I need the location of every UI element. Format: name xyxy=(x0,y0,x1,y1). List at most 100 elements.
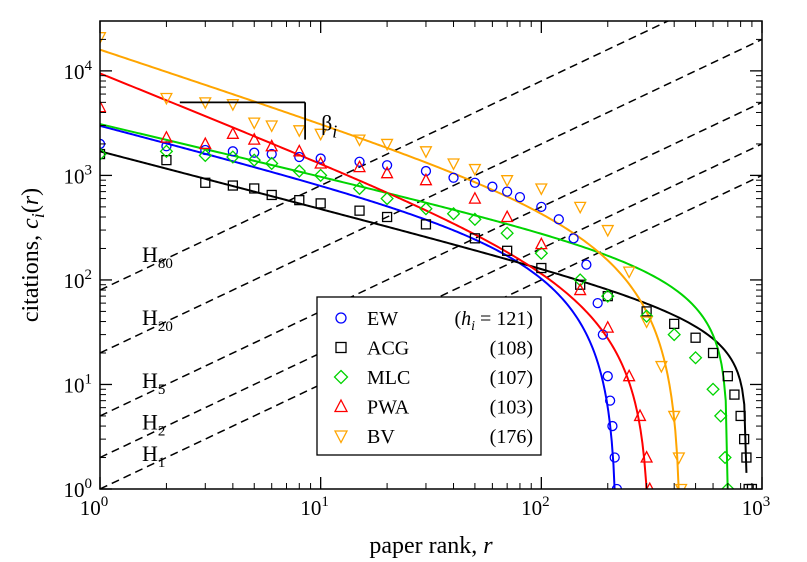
series-pwa xyxy=(100,99,654,489)
point-acg xyxy=(722,371,733,382)
series-acg xyxy=(100,148,758,489)
point-acg xyxy=(294,194,305,206)
y-tick-label: 101 xyxy=(64,371,93,397)
legend-h-mlc: (107) xyxy=(490,367,533,389)
fit-curve-pwa xyxy=(100,72,648,489)
point-pwa xyxy=(198,136,212,150)
point-ew xyxy=(568,233,579,244)
point-pwa xyxy=(265,139,279,152)
y-tick-label: 100 xyxy=(64,476,93,502)
point-ew xyxy=(611,483,623,489)
legend-marker-pwa xyxy=(333,398,349,413)
point-mlc xyxy=(688,351,703,365)
point-pwa xyxy=(353,159,366,173)
point-bv xyxy=(314,128,328,142)
legend-marker-ew xyxy=(335,312,347,324)
point-pwa xyxy=(100,99,107,113)
point-mlc xyxy=(198,148,213,163)
point-ew xyxy=(227,146,239,157)
point-acg xyxy=(100,148,106,160)
point-mlc xyxy=(706,382,720,397)
h-line-label: H1 xyxy=(142,441,165,471)
point-ew xyxy=(294,151,305,163)
point-acg xyxy=(729,389,740,400)
point-pwa xyxy=(292,144,306,157)
point-ew xyxy=(592,297,603,309)
legend-h-pwa: (103) xyxy=(490,397,533,419)
point-mlc xyxy=(247,153,262,167)
point-ew xyxy=(553,214,564,225)
legend: EW (hi = 121) ACG (108) MLC (107) PWA (103) BV (1… xyxy=(316,296,542,456)
point-acg xyxy=(315,198,326,209)
point-mlc xyxy=(100,147,107,161)
point-pwa xyxy=(573,282,587,296)
legend-h-acg: (108) xyxy=(490,338,533,360)
point-bv xyxy=(622,266,636,279)
point-mlc xyxy=(292,164,307,178)
point-acg xyxy=(602,290,613,302)
point-acg xyxy=(161,154,172,166)
point-bv xyxy=(226,99,240,112)
h-index-line xyxy=(100,21,670,291)
point-bv xyxy=(573,201,587,215)
y-tick-label: 103 xyxy=(64,162,93,188)
point-mlc xyxy=(718,450,732,465)
point-bv xyxy=(419,146,433,159)
point-bv xyxy=(247,117,261,130)
point-bv xyxy=(667,410,681,424)
point-bv xyxy=(159,92,173,106)
point-mlc xyxy=(159,144,174,159)
point-pwa xyxy=(247,132,261,145)
h-line-label: H5 xyxy=(142,368,165,398)
y-tick-label: 104 xyxy=(64,58,93,84)
point-mlc xyxy=(600,289,615,303)
point-acg xyxy=(690,332,701,343)
point-bv xyxy=(468,163,482,177)
point-acg xyxy=(641,306,652,317)
point-ew xyxy=(448,172,459,183)
legend-label-pwa: PWA xyxy=(367,397,410,419)
beta-label: βi xyxy=(321,110,337,141)
point-ew xyxy=(469,177,481,188)
point-pwa xyxy=(640,450,654,463)
legend-marker-bv xyxy=(333,430,349,444)
point-mlc xyxy=(226,150,240,164)
x-tick-label: 100 xyxy=(80,494,109,520)
point-mlc xyxy=(639,309,654,323)
series-ew xyxy=(100,138,623,489)
x-axis-title: paper rank, r xyxy=(369,533,493,559)
point-pwa xyxy=(468,191,482,204)
point-mlc xyxy=(352,181,367,196)
point-pwa xyxy=(601,320,615,333)
plot-frame xyxy=(99,20,763,490)
fit-curve-ew xyxy=(100,124,616,489)
point-acg xyxy=(502,245,513,256)
y-axis-title: citations, ci(r) xyxy=(18,188,48,322)
series-mlc xyxy=(100,144,735,489)
annotations: βi xyxy=(179,101,337,141)
point-ew xyxy=(609,452,620,463)
point-bv xyxy=(292,125,306,138)
point-bv xyxy=(640,316,654,329)
point-bv xyxy=(674,483,688,489)
point-ew xyxy=(381,160,393,171)
point-acg xyxy=(420,219,432,230)
point-acg xyxy=(227,180,239,191)
point-acg xyxy=(738,433,750,445)
point-ew xyxy=(487,181,498,192)
point-pwa xyxy=(380,165,394,179)
point-acg xyxy=(735,410,746,422)
point-ew xyxy=(536,201,547,213)
point-acg xyxy=(575,279,586,290)
x-tick-label: 101 xyxy=(300,494,329,520)
point-bv xyxy=(654,360,668,374)
point-acg xyxy=(707,347,719,359)
point-ew xyxy=(514,191,526,203)
x-tick-label: 103 xyxy=(742,494,771,520)
point-bv xyxy=(500,175,514,188)
h-line-label: H2 xyxy=(142,410,165,440)
point-acg xyxy=(266,189,277,201)
point-acg xyxy=(381,211,393,223)
x-tick-label: 102 xyxy=(521,494,550,520)
